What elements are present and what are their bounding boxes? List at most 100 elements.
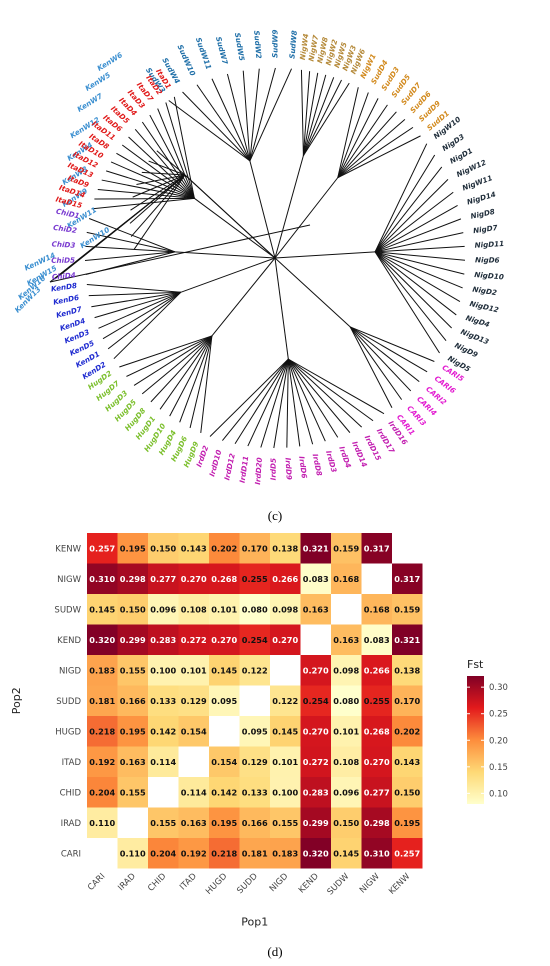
heatmap-cell-value: 0.145 (211, 665, 237, 675)
y-tick-label: NIGD (59, 666, 81, 676)
tree-tip-label: IrdD12 (222, 452, 237, 481)
tree-branch (141, 121, 195, 199)
tree-branch (101, 179, 195, 199)
heatmap-cell (209, 746, 240, 777)
tree-branch (94, 197, 195, 200)
heatmap-cell (392, 563, 423, 594)
tree-branch (375, 251, 466, 261)
fst-heatmap: 0.257 0.195 0.150 0.143 0.202 0.170 0.138 0.321… (10, 533, 508, 929)
tree-branch (288, 358, 374, 422)
heatmap-cell-value: 0.159 (394, 604, 420, 614)
heatmap-cell-value: 0.163 (333, 635, 359, 645)
heatmap-cell-value: 0.163 (181, 818, 207, 828)
tree-branch (85, 245, 175, 253)
heatmap-cell-value: 0.150 (150, 543, 176, 553)
heatmap-cell (361, 624, 392, 655)
heatmap-cell (361, 533, 392, 564)
tree-branch (242, 70, 251, 161)
tree-backbone-irdd (274, 257, 289, 360)
tree-branch (113, 291, 182, 360)
tree-branch (374, 166, 443, 253)
heatmap-cell (178, 624, 209, 655)
tree-branch (375, 232, 464, 253)
tree-tip-label: IrdD8 (311, 453, 324, 477)
heatmap-cell (331, 777, 362, 808)
tree-branch (150, 335, 213, 403)
heatmap-cell (361, 838, 392, 869)
heatmap-cell-value: 0.143 (394, 757, 420, 767)
heatmap-cell-value: 0.299 (120, 635, 146, 645)
heatmap-cell (178, 533, 209, 564)
heatmap-cell-value: 0.155 (120, 787, 146, 797)
tree-branch (374, 251, 452, 329)
tree-branch (148, 160, 186, 176)
heatmap-cell-value: 0.083 (303, 574, 329, 584)
tree-tip-label: NigW4 (298, 33, 311, 61)
heatmap-cell-value: 0.108 (181, 604, 207, 614)
tree-tip-label: NigD7 (473, 223, 499, 235)
heatmap-cell (209, 685, 240, 716)
x-tick-label: NIGD (268, 871, 291, 894)
tree-branch (157, 108, 195, 199)
heatmap-cell (87, 685, 118, 716)
tree-branch (287, 358, 339, 438)
heatmap-cells: 0.257 0.195 0.150 0.143 0.202 0.170 0.138 0.321… (87, 533, 423, 869)
tree-backbone-sudd (274, 177, 339, 259)
heatmap-cell (178, 716, 209, 747)
heatmap-cell (178, 685, 209, 716)
heatmap-cell (270, 533, 301, 564)
heatmap-cell (331, 655, 362, 686)
heatmap-cell-value: 0.170 (242, 543, 268, 553)
tree-branch (302, 77, 335, 156)
y-tick-label: CARI (61, 849, 81, 859)
tree-branch (196, 84, 251, 162)
heatmap-cell-value: 0.154 (211, 757, 237, 767)
heatmap-cell-value: 0.266 (364, 665, 390, 675)
heatmap-cell-value: 0.283 (150, 635, 176, 645)
x-tick-label: HUGD (204, 871, 230, 897)
tree-branch (173, 96, 195, 199)
tree-branch (260, 358, 289, 448)
y-tick-label: KENW (55, 544, 81, 554)
tree-branch (287, 358, 351, 433)
tree-tip-label: SudW9 (270, 30, 279, 58)
heatmap-cell (148, 838, 179, 869)
tree-branch (337, 135, 421, 179)
heatmap-cell (209, 838, 240, 869)
x-tick-label: CHID (146, 871, 169, 894)
panel-d-label: (d) (267, 944, 283, 959)
heatmap-cell-value: 0.321 (303, 543, 329, 553)
tree-tip-label: KenD6 (52, 293, 79, 307)
x-tick-label: KEND (297, 871, 321, 895)
heatmap-cell (209, 533, 240, 564)
heatmap-cell-value: 0.122 (272, 696, 298, 706)
heatmap-cell-value: 0.095 (211, 696, 237, 706)
heatmap-cell-value: 0.080 (333, 696, 359, 706)
heatmap-cell-value: 0.110 (120, 848, 146, 858)
tree-branch (149, 114, 195, 199)
heatmap-cell-value: 0.145 (333, 848, 359, 858)
tree-tip-label: ChiD5 (51, 256, 75, 265)
tree-branch (337, 87, 359, 178)
heatmap-cell (270, 777, 301, 808)
heatmap-cell (361, 716, 392, 747)
heatmap-cell (300, 716, 331, 747)
heatmap-cell (361, 685, 392, 716)
heatmap-cell (209, 563, 240, 594)
tree-tip-label: NigD14 (466, 190, 497, 207)
y-tick-label: HUGD (55, 727, 81, 737)
heatmap-cell-value: 0.270 (181, 574, 207, 584)
heatmap-cell-value: 0.254 (242, 635, 268, 645)
tree-branch (287, 359, 301, 447)
tree-tip-label: KenW5 (83, 70, 112, 93)
tree-branch (287, 358, 363, 428)
tree-branch (374, 154, 436, 253)
x-tick-label: ITAD (178, 871, 199, 892)
heatmap-cell-value: 0.195 (120, 543, 146, 553)
heatmap-cell-value: 0.166 (120, 696, 146, 706)
tree-branch (156, 150, 186, 176)
tree-branch (169, 335, 213, 417)
tree-tip-label: KenW6 (95, 50, 124, 73)
heatmap-cell-value: 0.110 (89, 818, 115, 828)
heatmap-cell-value: 0.202 (394, 726, 420, 736)
